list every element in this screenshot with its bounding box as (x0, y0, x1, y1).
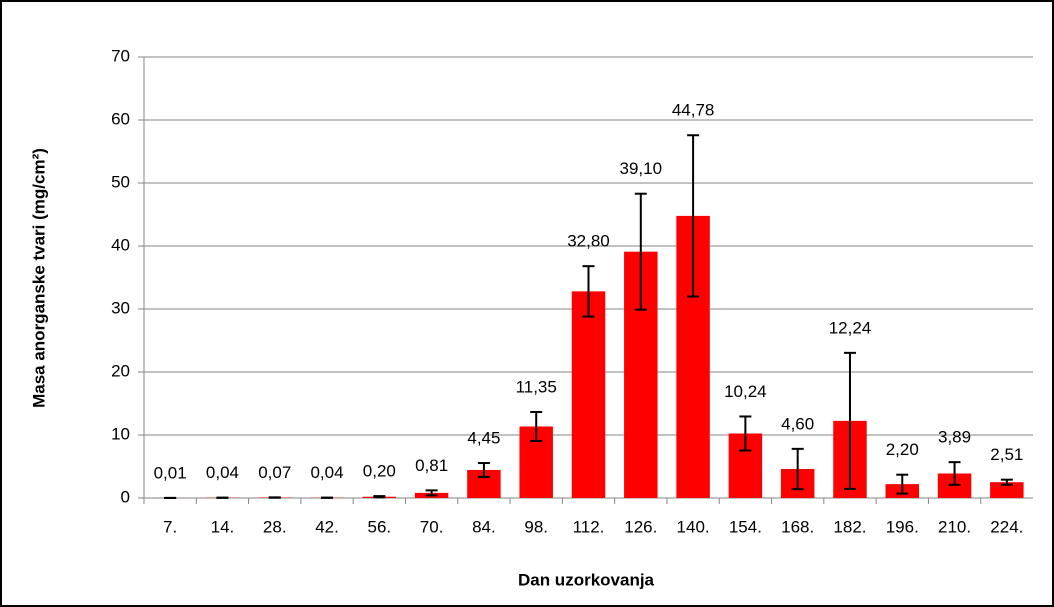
x-tick-label: 154. (729, 517, 762, 536)
x-tick-label: 98. (524, 517, 548, 536)
x-tick-label: 70. (420, 517, 444, 536)
x-axis-title: Dan uzorkovanja (518, 570, 655, 589)
x-tick-label: 126. (624, 517, 657, 536)
x-tick-label: 196. (886, 517, 919, 536)
data-label: 4,60 (781, 414, 814, 433)
x-tick-label: 7. (163, 517, 177, 536)
y-tick-label: 40 (111, 235, 130, 254)
data-label: 0,04 (206, 463, 239, 482)
x-tick-label: 28. (263, 517, 287, 536)
y-tick-label: 20 (111, 361, 130, 380)
data-label: 2,51 (990, 445, 1023, 464)
y-tick-label: 0 (121, 487, 130, 506)
y-tick-label: 10 (111, 424, 130, 443)
data-label: 39,10 (620, 159, 663, 178)
x-tick-label: 84. (472, 517, 496, 536)
data-label: 0,81 (415, 456, 448, 475)
bar (990, 482, 1024, 498)
data-label: 4,45 (467, 429, 500, 448)
x-tick-label: 168. (781, 517, 814, 536)
data-label: 12,24 (829, 318, 872, 337)
x-tick-label: 14. (211, 517, 235, 536)
data-label: 0,04 (310, 463, 343, 482)
x-tick-label: 140. (677, 517, 710, 536)
x-tick-label: 210. (938, 517, 971, 536)
data-label: 32,80 (567, 232, 610, 251)
x-tick-label: 112. (573, 517, 605, 536)
data-label: 0,07 (258, 463, 291, 482)
x-tick-label: 42. (315, 517, 339, 536)
x-tick-label: 56. (368, 517, 392, 536)
x-tick-label: 224. (990, 517, 1023, 536)
data-label: 11,35 (516, 377, 557, 396)
data-label: 3,89 (938, 428, 971, 447)
y-axis-title: Masa anorganske tvari (mg/cm²) (29, 148, 48, 408)
y-tick-label: 70 (111, 46, 130, 65)
data-label: 0,01 (154, 463, 187, 482)
data-label: 0,20 (363, 462, 396, 481)
bar (571, 291, 606, 498)
data-label: 2,20 (886, 440, 919, 459)
x-tick-label: 182. (833, 517, 866, 536)
y-tick-label: 60 (111, 109, 130, 128)
data-label: 44,78 (672, 101, 715, 120)
data-label: 10,24 (724, 382, 767, 401)
y-tick-label: 30 (111, 298, 130, 317)
y-tick-label: 50 (111, 172, 130, 191)
